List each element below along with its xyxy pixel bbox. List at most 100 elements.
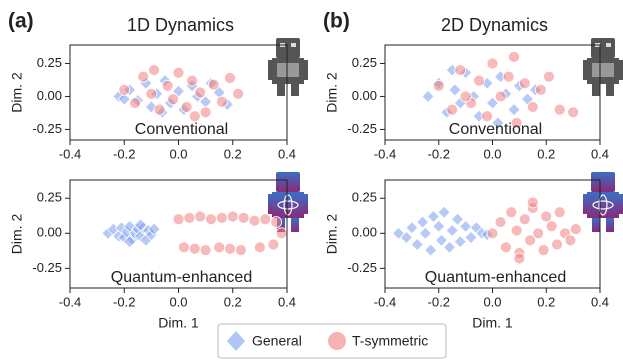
x-tick-label: 0.0 [169, 294, 187, 309]
x-tick-label: 0.0 [483, 294, 501, 309]
point [180, 101, 193, 113]
point [459, 90, 472, 103]
y-tick-label: -0.25 [32, 121, 62, 136]
point [464, 230, 478, 245]
point [486, 227, 499, 240]
point [454, 64, 467, 76]
legend-marker [227, 331, 245, 351]
point [507, 103, 521, 117]
point [500, 241, 512, 254]
point [275, 227, 288, 240]
point [432, 219, 446, 233]
point [494, 90, 507, 103]
x-tick-label: -0.2 [428, 146, 450, 161]
point [486, 57, 499, 70]
point [205, 213, 217, 226]
point [481, 110, 494, 123]
point [513, 252, 526, 265]
y-tick-label: 0.00 [352, 88, 377, 103]
y-axis-label: Dim. 2 [324, 214, 340, 255]
point [426, 209, 440, 224]
x-tick-label: -0.4 [374, 146, 396, 161]
point [199, 106, 212, 119]
y-tick-label: 0.25 [352, 190, 377, 205]
point [232, 87, 245, 100]
legend-label: General [252, 333, 302, 349]
x-tick-label: 0.0 [169, 146, 187, 161]
point [199, 244, 212, 257]
point [508, 50, 520, 63]
y-tick-label: 0.00 [37, 88, 62, 103]
point [442, 240, 457, 254]
point [215, 211, 228, 224]
point [224, 242, 236, 255]
point [446, 103, 459, 116]
point [445, 223, 459, 238]
point [270, 216, 283, 228]
x-tick-label: 0.4 [278, 146, 296, 161]
point [234, 244, 247, 257]
x-tick-label: 0.2 [537, 294, 555, 309]
point [183, 211, 196, 224]
point [153, 103, 166, 116]
x-tick-label: 0.0 [483, 146, 501, 161]
point [437, 205, 451, 219]
y-axis-label: Dim. 2 [9, 72, 25, 113]
point [540, 210, 553, 223]
point [226, 210, 239, 223]
x-tick-label: 0.4 [591, 146, 609, 161]
x-axis-label: Dim. 1 [158, 315, 199, 331]
y-tick-label: 0.25 [37, 190, 62, 205]
point [188, 242, 201, 255]
x-tick-label: -0.4 [59, 146, 81, 161]
point [186, 74, 198, 87]
point [259, 213, 272, 226]
point [137, 70, 150, 83]
point [505, 206, 518, 219]
robot-icon [583, 38, 623, 96]
point [237, 211, 250, 224]
panel-label: (a) [8, 10, 34, 33]
point [123, 235, 137, 249]
y-tick-label: 0.25 [352, 55, 377, 70]
point [118, 83, 131, 96]
point [502, 70, 515, 83]
point [207, 78, 220, 91]
x-tick-label: -0.4 [59, 294, 81, 309]
y-tick-label: 0.00 [352, 225, 377, 240]
panel-label: (b) [323, 10, 350, 33]
point [129, 97, 142, 109]
annotation: Quantum-enhanced [425, 269, 566, 286]
point [473, 74, 485, 87]
point [524, 234, 537, 247]
x-tick-label: 0.2 [224, 146, 242, 161]
y-axis-label: Dim. 2 [324, 72, 340, 113]
point [491, 116, 505, 130]
point [178, 241, 190, 254]
y-tick-label: 0.00 [37, 225, 62, 240]
robot-icon [268, 38, 308, 96]
x-tick-label: 0.2 [537, 146, 555, 161]
point [564, 234, 577, 247]
point [133, 218, 148, 232]
x-tick-label: -0.4 [374, 294, 396, 309]
legend-marker [328, 332, 346, 350]
point [421, 89, 435, 104]
y-tick-label: 0.25 [37, 55, 62, 70]
point [213, 241, 226, 254]
point [424, 243, 438, 257]
point [494, 216, 507, 228]
point [534, 83, 547, 96]
x-tick-label: -0.2 [113, 294, 135, 309]
point [172, 66, 185, 79]
y-tick-label: -0.25 [347, 121, 377, 136]
point [448, 83, 462, 97]
annotation: Quantum-enhanced [111, 269, 252, 286]
x-tick-label: -0.2 [113, 146, 135, 161]
point [161, 80, 174, 92]
point [188, 110, 201, 123]
point [248, 214, 261, 227]
point [194, 86, 207, 99]
point [569, 223, 582, 235]
